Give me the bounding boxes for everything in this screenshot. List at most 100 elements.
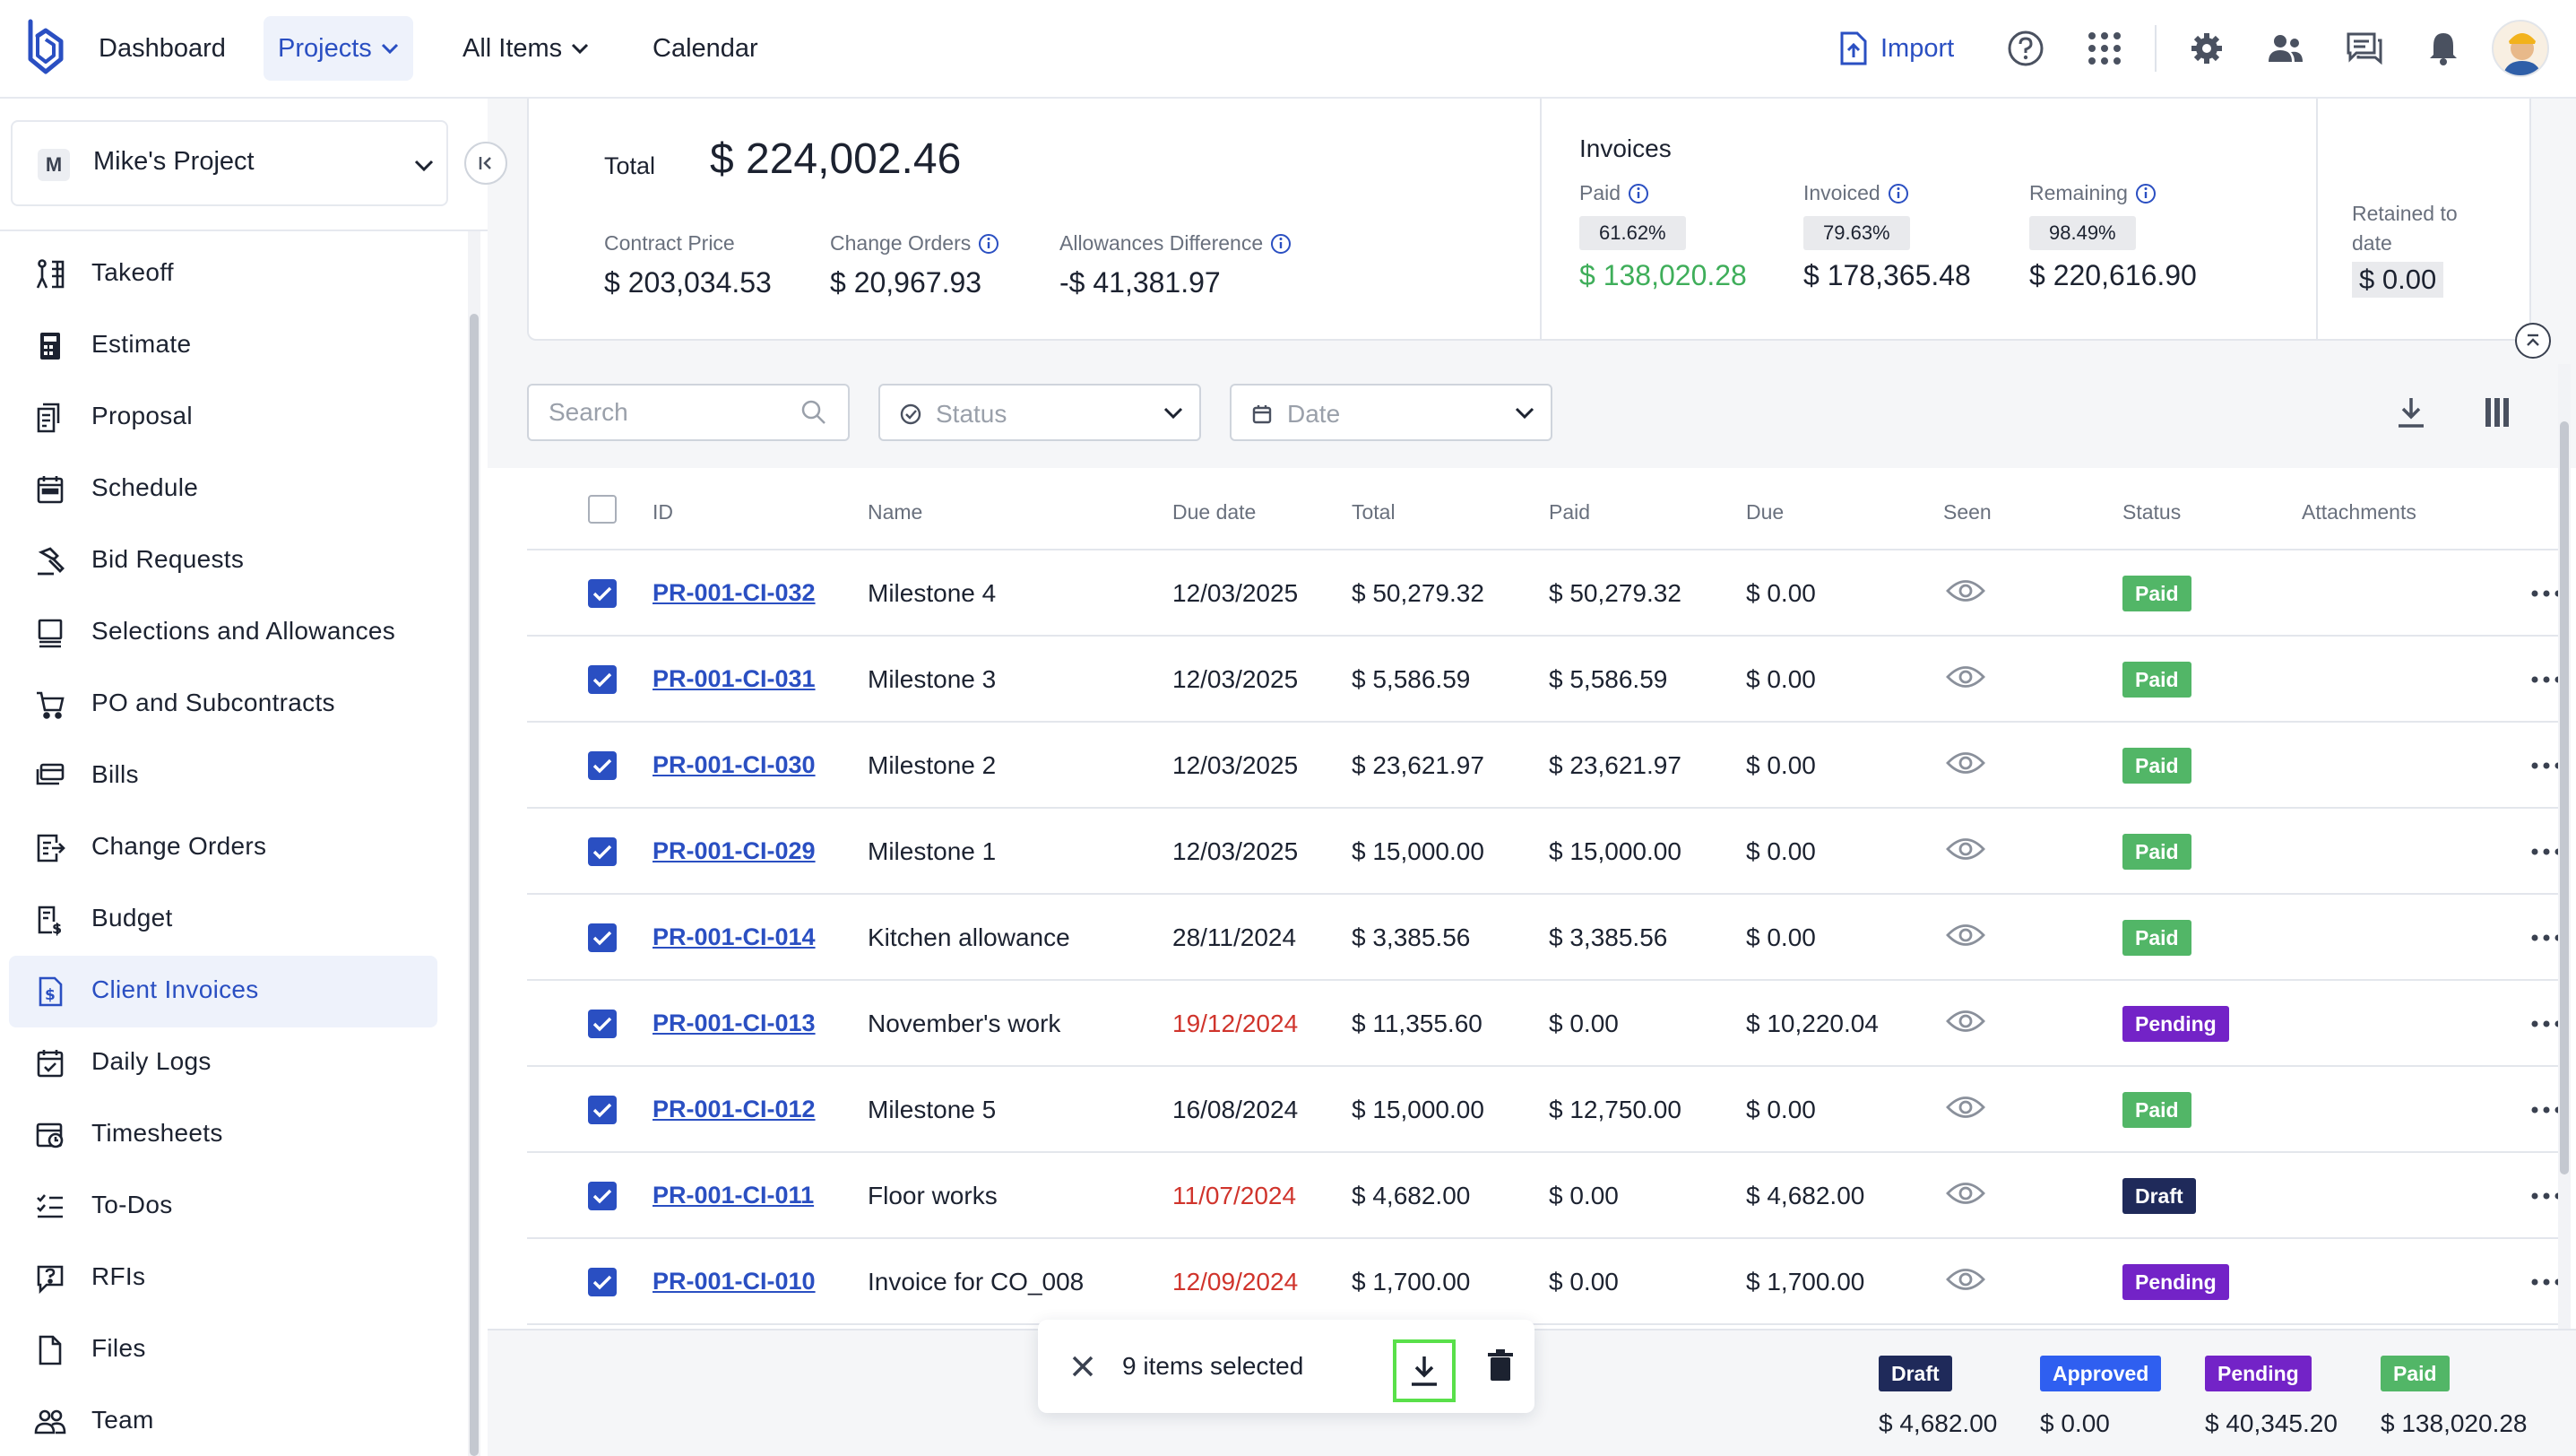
invoice-id-link[interactable]: PR-001-CI-030 <box>653 751 816 778</box>
eye-icon[interactable] <box>1945 577 1986 604</box>
sidebar-item-schedule[interactable]: Schedule <box>9 454 437 525</box>
more-options-icon[interactable] <box>2531 848 2562 855</box>
invoice-id-link[interactable]: PR-001-CI-013 <box>653 1010 816 1036</box>
help-icon[interactable] <box>2004 27 2047 70</box>
header-total[interactable]: Total <box>1352 500 1396 524</box>
row-checkbox[interactable] <box>588 923 617 952</box>
project-selector[interactable]: M Mike's Project <box>11 120 448 206</box>
header-due[interactable]: Due <box>1746 500 1785 524</box>
more-options-icon[interactable] <box>2531 1278 2562 1286</box>
nav-all-items[interactable]: All Items <box>448 16 603 81</box>
row-checkbox[interactable] <box>588 751 617 780</box>
eye-icon[interactable] <box>1945 750 1986 776</box>
settings-gear-icon[interactable] <box>2185 27 2228 70</box>
delete-trash-icon[interactable] <box>1486 1348 1515 1382</box>
header-status[interactable]: Status <box>2122 500 2182 524</box>
sidebar-item-files[interactable]: Files <box>9 1314 437 1386</box>
invoice-id-link[interactable]: PR-001-CI-014 <box>653 923 816 950</box>
search-input[interactable] <box>529 386 798 439</box>
more-options-icon[interactable] <box>2531 1020 2562 1027</box>
bulk-download-button[interactable] <box>1393 1339 1456 1402</box>
sidebar-item-proposal[interactable]: Proposal <box>9 382 437 454</box>
more-options-icon[interactable] <box>2531 762 2562 769</box>
more-options-icon[interactable] <box>2531 934 2562 941</box>
header-name[interactable]: Name <box>868 500 923 524</box>
nav-calendar[interactable]: Calendar <box>638 16 773 81</box>
more-options-icon[interactable] <box>2531 676 2562 683</box>
nav-projects[interactable]: Projects <box>264 16 413 81</box>
app-logo[interactable] <box>25 18 66 77</box>
info-icon[interactable] <box>1888 183 1909 204</box>
sidebar-item-bills[interactable]: Bills <box>9 741 437 812</box>
sidebar-item-takeoff[interactable]: Takeoff <box>9 238 437 310</box>
invoice-id-link[interactable]: PR-001-CI-032 <box>653 579 816 606</box>
sidebar-item-selections-and-allowances[interactable]: Selections and Allowances <box>9 597 437 669</box>
sidebar-item-bid-requests[interactable]: Bid Requests <box>9 525 437 597</box>
users-icon[interactable] <box>2264 27 2307 70</box>
sidebar-item-to-dos[interactable]: To-Dos <box>9 1171 437 1243</box>
header-paid[interactable]: Paid <box>1549 500 1591 524</box>
eye-icon[interactable] <box>1945 1180 1986 1207</box>
sidebar-item-daily-logs[interactable]: Daily Logs <box>9 1027 437 1099</box>
table-row[interactable]: PR-001-CI-014 Kitchen allowance 28/11/20… <box>527 895 2562 981</box>
collapse-summary-button[interactable] <box>2515 323 2551 359</box>
table-scrollbar-thumb[interactable] <box>2560 421 2569 1174</box>
table-row[interactable]: PR-001-CI-010 Invoice for CO_008 12/09/2… <box>527 1239 2562 1325</box>
eye-icon[interactable] <box>1945 836 1986 862</box>
invoice-id-link[interactable]: PR-001-CI-029 <box>653 837 816 864</box>
row-checkbox[interactable] <box>588 1010 617 1038</box>
apps-grid-icon[interactable] <box>2083 27 2126 70</box>
date-filter-dropdown[interactable]: Date <box>1230 384 1552 441</box>
header-id[interactable]: ID <box>653 500 673 524</box>
invoice-id-link[interactable]: PR-001-CI-010 <box>653 1268 816 1295</box>
invoice-id-link[interactable]: PR-001-CI-031 <box>653 665 816 692</box>
table-row[interactable]: PR-001-CI-029 Milestone 1 12/03/2025 $ 1… <box>527 809 2562 895</box>
more-options-icon[interactable] <box>2531 1192 2562 1200</box>
table-row[interactable]: PR-001-CI-011 Floor works 11/07/2024 $ 4… <box>527 1153 2562 1239</box>
eye-icon[interactable] <box>1945 1266 1986 1293</box>
download-icon[interactable] <box>2390 391 2433 434</box>
row-checkbox[interactable] <box>588 1182 617 1210</box>
sidebar-item-rfis[interactable]: RFIs <box>9 1243 437 1314</box>
search-field[interactable] <box>527 384 850 441</box>
header-attachments[interactable]: Attachments <box>2302 500 2416 524</box>
import-button[interactable]: Import <box>1839 27 1954 70</box>
eye-icon[interactable] <box>1945 663 1986 690</box>
sidebar-item-change-orders[interactable]: Change Orders <box>9 812 437 884</box>
select-all-checkbox[interactable] <box>588 495 617 524</box>
invoice-id-link[interactable]: PR-001-CI-012 <box>653 1096 816 1122</box>
row-checkbox[interactable] <box>588 1096 617 1124</box>
table-row[interactable]: PR-001-CI-032 Milestone 4 12/03/2025 $ 5… <box>527 550 2562 637</box>
chat-icon[interactable] <box>2343 27 2386 70</box>
sidebar-item-budget[interactable]: $ Budget <box>9 884 437 956</box>
invoice-id-link[interactable]: PR-001-CI-011 <box>653 1182 815 1209</box>
columns-icon[interactable] <box>2476 391 2519 434</box>
table-row[interactable]: PR-001-CI-031 Milestone 3 12/03/2025 $ 5… <box>527 637 2562 723</box>
close-icon[interactable] <box>1070 1354 1095 1379</box>
header-seen[interactable]: Seen <box>1943 500 1992 524</box>
row-checkbox[interactable] <box>588 1268 617 1296</box>
info-icon[interactable] <box>1270 233 1292 255</box>
sidebar-item-estimate[interactable]: Estimate <box>9 310 437 382</box>
more-options-icon[interactable] <box>2531 590 2562 597</box>
eye-icon[interactable] <box>1945 1008 1986 1035</box>
header-due-date[interactable]: Due date <box>1172 500 1257 524</box>
row-checkbox[interactable] <box>588 665 617 694</box>
sidebar-item-po-and-subcontracts[interactable]: PO and Subcontracts <box>9 669 437 741</box>
user-avatar[interactable] <box>2492 20 2549 77</box>
sidebar-item-team[interactable]: Team <box>9 1386 437 1456</box>
collapse-sidebar-button[interactable] <box>464 142 507 185</box>
info-icon[interactable] <box>2135 183 2157 204</box>
row-checkbox[interactable] <box>588 837 617 866</box>
sidebar-item-timesheets[interactable]: Timesheets <box>9 1099 437 1171</box>
sidebar-scrollbar-thumb[interactable] <box>470 314 479 1456</box>
eye-icon[interactable] <box>1945 922 1986 949</box>
info-icon[interactable] <box>1628 183 1649 204</box>
table-row[interactable]: PR-001-CI-012 Milestone 5 16/08/2024 $ 1… <box>527 1067 2562 1153</box>
table-row[interactable]: PR-001-CI-013 November's work 19/12/2024… <box>527 981 2562 1067</box>
info-icon[interactable] <box>978 233 999 255</box>
table-row[interactable]: PR-001-CI-030 Milestone 2 12/03/2025 $ 2… <box>527 723 2562 809</box>
bell-icon[interactable] <box>2422 27 2465 70</box>
status-filter-dropdown[interactable]: Status <box>878 384 1201 441</box>
sidebar-item-client-invoices[interactable]: $ Client Invoices <box>9 956 437 1027</box>
